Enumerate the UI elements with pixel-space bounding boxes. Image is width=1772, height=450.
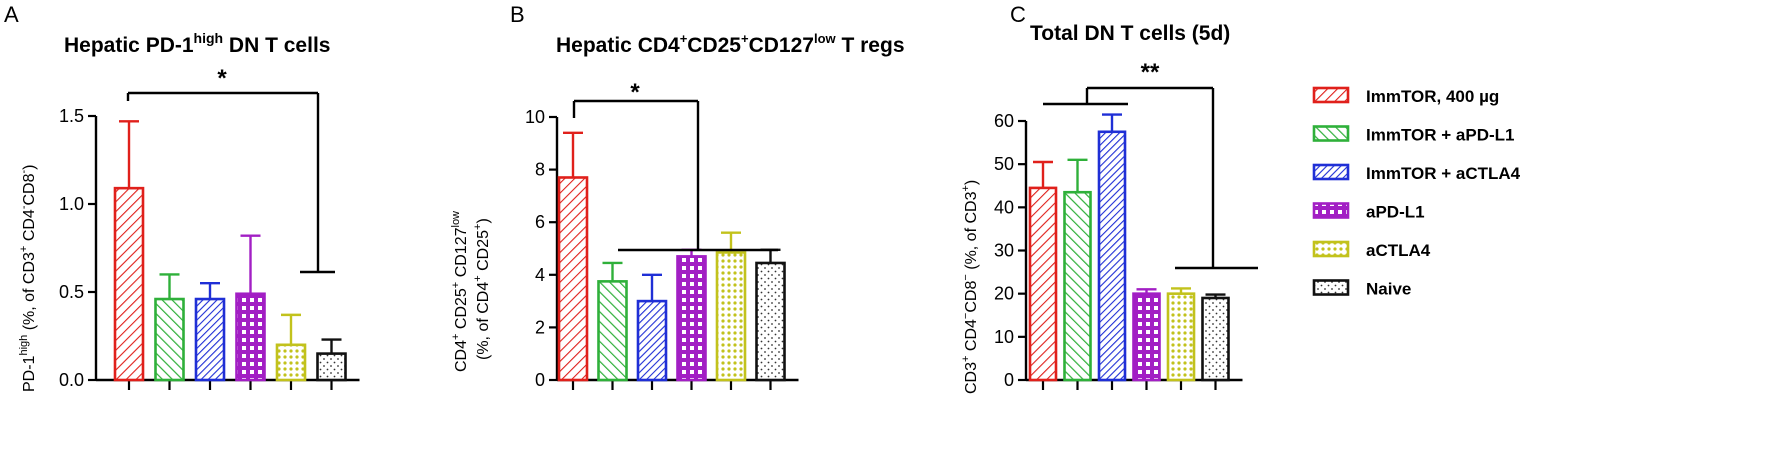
y-tick-label: 0	[535, 370, 545, 390]
legend-label: ImmTOR + aCTLA4	[1366, 164, 1521, 183]
legend-swatch	[1312, 240, 1350, 258]
y-axis-label-b-line2: (%, of CD4+ CD25+)	[472, 218, 492, 360]
y-tick-label: 10	[994, 327, 1014, 347]
significance-marker: *	[217, 65, 227, 92]
y-tick-label: 30	[994, 241, 1014, 261]
y-tick-label: 8	[535, 160, 545, 180]
bar	[194, 297, 226, 382]
y-tick-label: 4	[535, 265, 545, 285]
legend-swatch	[1312, 202, 1350, 219]
bar	[676, 255, 707, 382]
legend-label: aPD-L1	[1366, 203, 1425, 222]
legend-swatch	[1312, 125, 1350, 142]
bar	[715, 251, 747, 382]
plot-area-c: 0 10 20 30 40 50 60 **	[994, 59, 1258, 390]
legend-label: ImmTOR + aPD-L1	[1366, 126, 1514, 145]
chart-title-a: Hepatic PD-1high DN T cells	[64, 30, 330, 57]
y-tick-label: 0.0	[59, 370, 84, 390]
y-tick-label: 2	[535, 317, 545, 337]
bar	[636, 299, 668, 382]
bar	[557, 176, 589, 382]
bar	[1201, 296, 1230, 382]
y-axis-label-c: CD3+ CD4−CD8− (%, of CD3+)	[960, 180, 980, 394]
y-axis-label-a: PD-1high (%, of CD3+ CD4-CD8-)	[18, 164, 38, 392]
y-tick-label: 1.0	[59, 194, 84, 214]
legend-swatch	[1312, 279, 1350, 296]
bar	[597, 280, 628, 382]
significance-marker: **	[1141, 59, 1160, 86]
y-tick-label: 60	[994, 111, 1014, 131]
bar	[235, 292, 266, 382]
y-tick-label: 40	[994, 197, 1014, 217]
plot-area-a: 0.0 0.5 1.0 1.5 *	[59, 65, 360, 390]
bar	[1097, 130, 1127, 382]
legend: ImmTOR, 400 µg ImmTOR + aPD-L1 ImmTOR + aC…	[1312, 86, 1521, 299]
legend-swatch	[1312, 163, 1350, 181]
legend-label: ImmTOR, 400 µg	[1366, 87, 1499, 106]
legend-swatch	[1312, 86, 1350, 104]
y-tick-label: 0.5	[59, 282, 84, 302]
bar	[154, 297, 185, 382]
bar	[1028, 186, 1058, 382]
chart-title-c: Total DN T cells (5d)	[1030, 22, 1230, 45]
panel-letter-b: B	[510, 2, 525, 27]
y-tick-label: 1.5	[59, 106, 84, 126]
y-tick-label: 50	[994, 154, 1014, 174]
bar	[316, 352, 347, 382]
y-tick-label: 20	[994, 284, 1014, 304]
bar	[1063, 190, 1092, 382]
y-tick-label: 6	[535, 212, 545, 232]
panel-letter-a: A	[4, 2, 19, 27]
bar	[113, 186, 145, 382]
bar	[1166, 292, 1196, 382]
panel-letter-c: C	[1010, 2, 1026, 27]
legend-label: Naive	[1366, 280, 1411, 299]
y-tick-label: 10	[525, 107, 545, 127]
bar	[1132, 292, 1161, 382]
chart-title-b: Hepatic CD4+CD25+CD127low T regs	[556, 31, 905, 57]
bar	[755, 261, 786, 382]
legend-label: aCTLA4	[1366, 241, 1431, 260]
significance-marker: *	[630, 79, 640, 106]
bar	[275, 343, 307, 382]
y-tick-label: 0	[1004, 370, 1014, 390]
plot-area-b: 0 2 4 6 8 10 *	[525, 79, 799, 390]
y-axis-label-b-line1: CD4+ CD25+ CD127low	[450, 211, 470, 372]
